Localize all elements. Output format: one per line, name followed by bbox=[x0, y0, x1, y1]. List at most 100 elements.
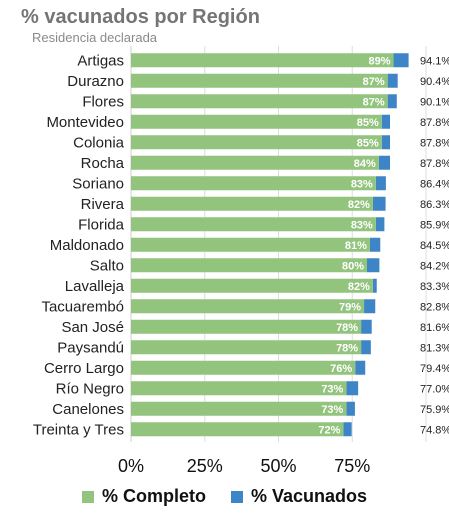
bar-completo bbox=[131, 217, 376, 232]
category-label: Flores bbox=[82, 93, 124, 110]
data-label-vacunados: 79.4% bbox=[420, 363, 449, 375]
data-label-completo: 85% bbox=[357, 137, 379, 149]
bar-completo bbox=[131, 176, 376, 191]
category-label: Florida bbox=[78, 216, 125, 233]
category-label: Treinta y Tres bbox=[33, 421, 124, 438]
bar-completo bbox=[131, 53, 394, 68]
bar-completo bbox=[131, 340, 362, 355]
bar-vacunados bbox=[381, 114, 391, 129]
category-label: Lavalleja bbox=[65, 278, 125, 295]
data-label-completo: 87% bbox=[363, 96, 385, 108]
bar-completo bbox=[131, 135, 382, 150]
category-label: Canelones bbox=[52, 401, 124, 418]
chart-subtitle: Residencia declarada bbox=[32, 30, 158, 45]
data-label-completo: 73% bbox=[321, 404, 343, 416]
bar-completo bbox=[131, 196, 373, 211]
bar-vacunados bbox=[372, 196, 386, 211]
bar-completo bbox=[131, 278, 373, 293]
bar-vacunados bbox=[361, 319, 372, 334]
data-label-completo: 79% bbox=[339, 301, 361, 313]
data-label-vacunados: 75.9% bbox=[420, 404, 449, 416]
data-label-vacunados: 85.9% bbox=[420, 219, 449, 231]
bar-vacunados bbox=[367, 258, 380, 273]
category-label: Soriano bbox=[72, 175, 124, 192]
data-label-completo: 89% bbox=[369, 55, 391, 67]
bar-vacunados bbox=[372, 278, 377, 293]
bar-vacunados bbox=[387, 73, 398, 88]
chart-title: % vacunados por Región bbox=[21, 6, 260, 28]
category-label: Salto bbox=[90, 257, 124, 274]
data-label-completo: 81% bbox=[345, 240, 367, 252]
data-label-vacunados: 84.2% bbox=[420, 260, 449, 272]
bar-vacunados bbox=[393, 53, 409, 68]
data-label-vacunados: 94.1% bbox=[420, 55, 449, 67]
bar-completo bbox=[131, 155, 379, 170]
data-label-vacunados: 90.1% bbox=[420, 96, 449, 108]
data-label-completo: 73% bbox=[321, 383, 343, 395]
data-label-completo: 82% bbox=[348, 199, 370, 211]
bar-completo bbox=[131, 401, 347, 416]
category-label: Rivera bbox=[81, 196, 125, 213]
data-label-completo: 83% bbox=[351, 219, 373, 231]
data-label-completo: 78% bbox=[336, 322, 358, 334]
legend-label-completo: % Completo bbox=[101, 486, 206, 506]
legend: % Completo % Vacunados bbox=[0, 486, 449, 508]
bar-completo bbox=[131, 258, 367, 273]
data-label-completo: 80% bbox=[342, 260, 364, 272]
bar-vacunados bbox=[375, 217, 385, 232]
bar-completo bbox=[131, 319, 362, 334]
x-tick-label: 0% bbox=[118, 456, 144, 476]
bar-completo bbox=[131, 422, 344, 437]
data-label-completo: 85% bbox=[357, 117, 379, 129]
data-label-completo: 78% bbox=[336, 342, 358, 354]
bar-completo bbox=[131, 94, 388, 109]
category-label: San José bbox=[61, 319, 124, 336]
x-tick-label: 50% bbox=[260, 456, 296, 476]
category-label: Río Negro bbox=[56, 380, 124, 397]
data-label-vacunados: 82.8% bbox=[420, 301, 449, 313]
bar-completo bbox=[131, 299, 365, 314]
category-label: Rocha bbox=[81, 155, 125, 172]
category-label: Durazno bbox=[67, 73, 124, 90]
bar-vacunados bbox=[343, 422, 352, 437]
bar-completo bbox=[131, 237, 370, 252]
legend-item-vacunados: % Vacunados bbox=[230, 486, 368, 507]
bar-vacunados bbox=[346, 401, 355, 416]
category-label: Tacuarembó bbox=[41, 298, 124, 315]
bar-vacunados bbox=[369, 237, 381, 252]
bar-completo bbox=[131, 360, 356, 375]
data-label-vacunados: 87.8% bbox=[420, 137, 449, 149]
x-tick-label: 75% bbox=[334, 456, 370, 476]
bar-vacunados bbox=[361, 340, 371, 355]
category-label: Paysandú bbox=[57, 339, 124, 356]
bar-vacunados bbox=[375, 176, 386, 191]
category-label: Montevideo bbox=[46, 114, 124, 131]
data-label-completo: 87% bbox=[363, 76, 385, 88]
bar-completo bbox=[131, 381, 347, 396]
data-label-completo: 84% bbox=[354, 158, 376, 170]
data-label-completo: 82% bbox=[348, 281, 370, 293]
category-label: Cerro Largo bbox=[44, 360, 124, 377]
bar-vacunados bbox=[355, 360, 366, 375]
bar-vacunados bbox=[346, 381, 359, 396]
data-label-vacunados: 90.4% bbox=[420, 76, 449, 88]
legend-swatch-vacunados bbox=[230, 490, 243, 503]
data-label-vacunados: 83.3% bbox=[420, 281, 449, 293]
bar-vacunados bbox=[378, 155, 391, 170]
category-label: Colonia bbox=[73, 134, 125, 151]
data-label-vacunados: 81.3% bbox=[420, 342, 449, 354]
legend-swatch-completo bbox=[81, 490, 94, 503]
legend-label-vacunados: % Vacunados bbox=[250, 486, 368, 506]
bar-vacunados bbox=[381, 135, 391, 150]
bar-vacunados bbox=[387, 94, 397, 109]
data-label-completo: 83% bbox=[351, 178, 373, 190]
data-label-vacunados: 87.8% bbox=[420, 158, 449, 170]
data-label-vacunados: 81.6% bbox=[420, 322, 449, 334]
legend-item-completo: % Completo bbox=[81, 486, 206, 507]
data-label-vacunados: 86.4% bbox=[420, 178, 449, 190]
data-label-completo: 72% bbox=[318, 424, 340, 436]
x-tick-label: 25% bbox=[187, 456, 223, 476]
data-label-vacunados: 74.8% bbox=[420, 424, 449, 436]
category-label: Artigas bbox=[77, 52, 124, 69]
bar-completo bbox=[131, 73, 388, 88]
